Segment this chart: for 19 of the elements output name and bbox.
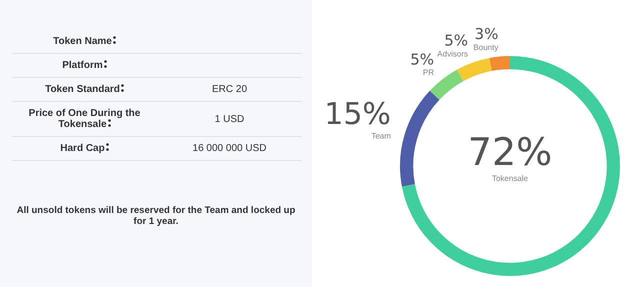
text: 16 000 000 USD [192, 143, 266, 154]
text: All unsold tokens will be reserved for the Team and locked up for 1 year. [16, 205, 296, 227]
category-label: Token Standard [12, 78, 157, 102]
data-label: 5% [410, 50, 434, 68]
category-label: Platform [12, 54, 157, 78]
data-label: 3% [474, 24, 498, 43]
category-label: Hard Cap [12, 136, 157, 160]
data-label: 5% [444, 32, 468, 50]
slice-label: PR [422, 68, 434, 78]
slice-label: Advisors [437, 50, 468, 59]
slice-label: Tokensale [492, 174, 529, 184]
category-label: Token Name [12, 30, 157, 54]
category-label: Price of One During the Tokensale [12, 102, 157, 136]
slice-label: Team [371, 132, 392, 141]
data-label: 72% [468, 130, 552, 174]
slice-label: Bounty [473, 42, 498, 52]
data-label: 15% [324, 97, 391, 132]
text: 1 USD [214, 114, 244, 124]
text: ERC 20 [212, 84, 247, 95]
